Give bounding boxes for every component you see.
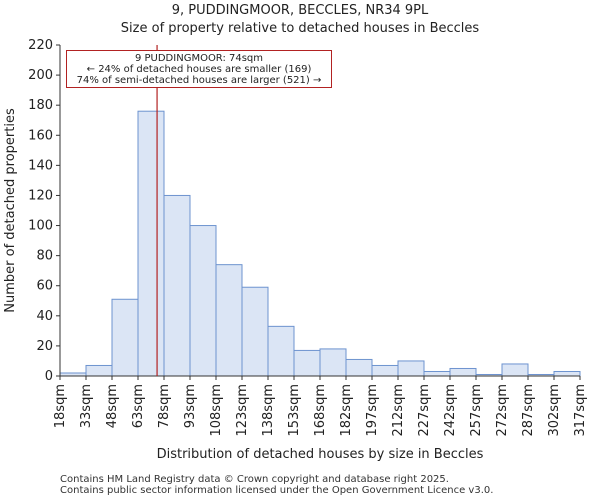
x-tick-label-197sqm: 197sqm — [365, 384, 380, 437]
bar-78sqm — [163, 194, 191, 377]
y-tick-label-200: 200 — [28, 68, 53, 83]
y-tick-label-40: 40 — [36, 309, 53, 324]
x-tick-label-272sqm: 272sqm — [495, 384, 510, 437]
x-tick-label-48sqm: 48sqm — [105, 384, 120, 428]
x-tick-label-257sqm: 257sqm — [469, 384, 484, 437]
y-tick-label-140: 140 — [28, 158, 53, 173]
x-tick-label-212sqm: 212sqm — [391, 384, 406, 437]
bar-108sqm — [215, 264, 243, 377]
x-tick-label-93sqm: 93sqm — [183, 384, 198, 428]
annotation-line-1: 9 PUDDINGMOOR: 74sqm — [134, 53, 264, 64]
x-tick-label-302sqm: 302sqm — [547, 384, 562, 437]
x-tick-label-108sqm: 108sqm — [209, 384, 224, 437]
bar-227sqm — [423, 370, 451, 377]
y-axis-label: Number of detached properties — [3, 108, 18, 313]
bar-33sqm — [85, 364, 113, 377]
x-tick-label-227sqm: 227sqm — [417, 384, 432, 437]
x-tick-label-33sqm: 33sqm — [79, 384, 94, 428]
bar-168sqm — [319, 348, 347, 377]
x-tick-label-153sqm: 153sqm — [287, 384, 302, 437]
y-tick-label-20: 20 — [36, 339, 53, 354]
x-tick-label-287sqm: 287sqm — [521, 384, 536, 437]
bar-242sqm — [449, 367, 477, 377]
x-tick-label-182sqm: 182sqm — [339, 384, 354, 437]
bar-272sqm — [501, 363, 529, 377]
chart-subtitle: Size of property relative to detached ho… — [120, 21, 480, 36]
x-tick-label-123sqm: 123sqm — [235, 384, 250, 437]
y-tick-label-60: 60 — [36, 279, 53, 294]
footer-line-2: Contains public sector information licen… — [60, 485, 494, 496]
annotation-line-3: 74% of semi-detached houses are larger (… — [76, 75, 322, 86]
annotation-line-2: ← 24% of detached houses are smaller (16… — [86, 64, 312, 75]
bar-138sqm — [267, 325, 295, 377]
bar-182sqm — [345, 358, 373, 377]
bar-212sqm — [397, 360, 425, 377]
x-tick-label-138sqm: 138sqm — [261, 384, 276, 437]
x-tick-label-78sqm: 78sqm — [157, 384, 172, 428]
y-tick-label-180: 180 — [28, 98, 53, 113]
chart-title: 9, PUDDINGMOOR, BECCLES, NR34 9PL — [171, 3, 429, 18]
x-tick-label-18sqm: 18sqm — [53, 384, 68, 428]
y-tick-label-160: 160 — [28, 128, 53, 143]
y-tick-label-120: 120 — [28, 188, 53, 203]
bar-93sqm — [189, 225, 217, 377]
y-tick-label-0: 0 — [45, 369, 53, 384]
y-tick-label-80: 80 — [36, 249, 53, 264]
bar-197sqm — [371, 364, 399, 377]
bar-153sqm — [293, 349, 321, 377]
annotation-box: 9 PUDDINGMOOR: 74sqm ← 24% of detached h… — [66, 50, 332, 88]
y-tick-label-100: 100 — [28, 219, 53, 234]
footer-line-1: Contains HM Land Registry data © Crown c… — [60, 474, 449, 485]
x-tick-label-168sqm: 168sqm — [313, 384, 328, 437]
bar-302sqm — [553, 370, 581, 377]
x-axis-label: Distribution of detached houses by size … — [157, 447, 484, 462]
x-tick-label-317sqm: 317sqm — [573, 384, 588, 437]
x-tick-label-242sqm: 242sqm — [443, 384, 458, 437]
bar-63sqm — [137, 110, 165, 377]
bar-123sqm — [241, 286, 269, 377]
x-tick-label-63sqm: 63sqm — [131, 384, 146, 428]
y-tick-label-220: 220 — [28, 38, 53, 53]
bar-48sqm — [111, 298, 139, 377]
